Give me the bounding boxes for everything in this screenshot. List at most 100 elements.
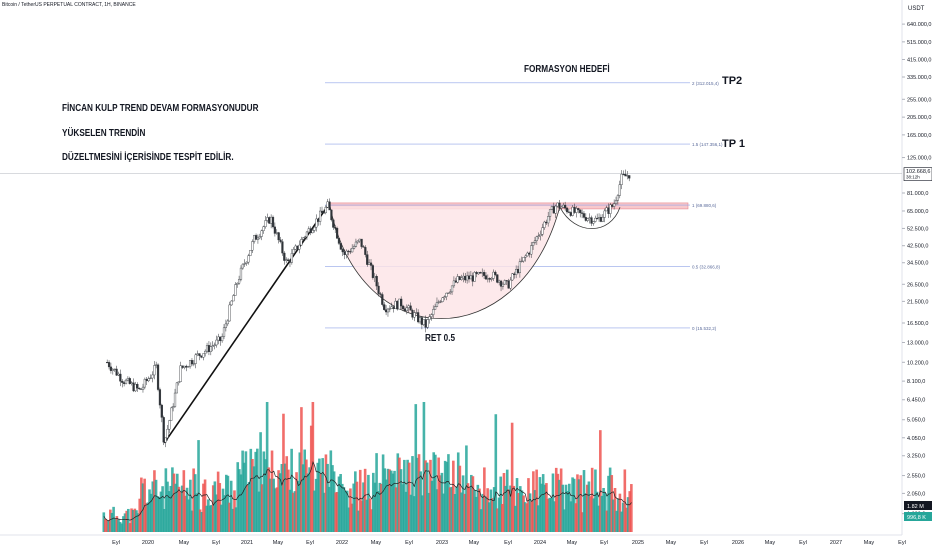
volume-bar (594, 469, 597, 532)
volume-bar (461, 475, 465, 532)
volume-bar (592, 498, 596, 532)
volume-bar (345, 490, 349, 532)
volume-bar (225, 474, 228, 532)
volume-bar (146, 502, 150, 532)
candle-body (369, 262, 373, 266)
volume-bar (370, 509, 373, 532)
price-tick-label: 21.500,0 (907, 299, 928, 305)
candle-body (130, 382, 133, 384)
candle-body (375, 276, 378, 287)
volume-bar (166, 481, 169, 532)
volume-bar (229, 480, 233, 532)
candle-body (249, 250, 252, 256)
candle-body (121, 381, 124, 383)
volume-bar (445, 461, 449, 532)
candle-body (368, 262, 371, 265)
volume-bar (501, 503, 504, 532)
candle-body (614, 200, 618, 204)
candle-body (264, 220, 267, 227)
volume-bar (576, 474, 579, 532)
candle-body (454, 280, 457, 283)
volume-bar (200, 511, 204, 532)
candle-body (138, 387, 141, 390)
candle-body (377, 285, 380, 294)
candle-body (217, 336, 220, 341)
volume-bar (149, 493, 153, 532)
volume-bar (257, 491, 261, 532)
candle-body (115, 368, 118, 376)
volume-bar (244, 451, 248, 532)
candle-body (464, 275, 467, 281)
volume-bar (608, 467, 612, 532)
volume-bar (252, 466, 256, 532)
price-tick-label: 65.000,0 (907, 209, 928, 215)
candle-body (398, 298, 401, 310)
candle-body (109, 366, 113, 371)
volume-bar (373, 482, 377, 532)
volume-bar (125, 510, 128, 532)
volume-bar (372, 472, 375, 532)
time-tick-label: Eyl (212, 540, 220, 546)
candle-body (111, 369, 114, 371)
volume-bar (213, 481, 217, 532)
candle-body (213, 344, 216, 347)
volume-bar (231, 508, 235, 532)
candle-body (533, 240, 537, 243)
volume-bar (324, 454, 328, 532)
candle-body (345, 250, 348, 255)
volume-bar (425, 462, 429, 532)
volume-bar (550, 498, 553, 532)
volume-bar (443, 460, 447, 532)
candle-body (349, 251, 352, 253)
candle-body (277, 232, 280, 241)
candle-body (343, 251, 346, 255)
candle-body (481, 272, 484, 274)
volume-bar (476, 484, 480, 532)
volume-bar (630, 484, 633, 532)
candle-body (558, 202, 561, 209)
volume-bar (309, 425, 313, 532)
candle-body (239, 267, 243, 280)
candle-body (247, 255, 250, 263)
candle-body (520, 260, 523, 262)
candle-body (439, 301, 442, 303)
volume-bar (180, 485, 184, 532)
candle-body (151, 374, 154, 379)
candle-body (168, 420, 171, 430)
candle-body (420, 317, 423, 325)
price-tick-label: 8.100,0 (907, 379, 925, 385)
volume-bar (305, 459, 308, 532)
volume-bar (585, 484, 589, 532)
volume-bar (208, 505, 212, 532)
candle-body (202, 353, 205, 358)
candle-body (526, 252, 529, 257)
candle-body (569, 212, 572, 216)
candle-body (388, 308, 391, 310)
candle-body (254, 235, 258, 240)
volume-bar (148, 489, 151, 532)
candle-body (271, 216, 275, 228)
candle-body (545, 221, 548, 224)
formation-target-title: FORMASYON HEDEFİ (524, 64, 610, 75)
volume-bar (406, 459, 409, 532)
price-tick-label: 34.500,0 (907, 261, 928, 267)
candle-body (317, 218, 320, 222)
volume-bar (210, 504, 213, 532)
time-tick-label: 2023 (436, 540, 448, 546)
volume-bar (558, 479, 561, 532)
candle-body (341, 249, 344, 253)
volume-bar (510, 422, 514, 532)
volume-bar (509, 485, 512, 532)
candle-body (155, 364, 158, 366)
volume-bar (269, 478, 272, 532)
volume-bar (318, 458, 321, 532)
volume-bar (112, 506, 115, 532)
candle-body (298, 244, 301, 250)
volume-bar (190, 510, 194, 532)
candle-body (554, 205, 557, 214)
volume-bar (385, 479, 388, 532)
candle-body (505, 280, 508, 282)
volume-bar (136, 513, 140, 532)
volume-bar (626, 497, 630, 532)
